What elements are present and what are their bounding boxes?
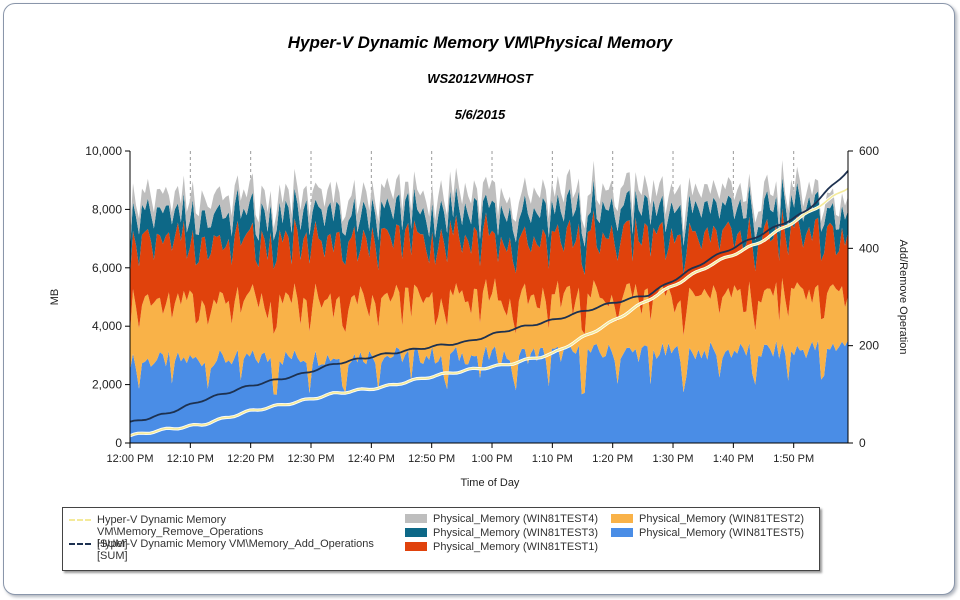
legend-item-remove-ops: Hyper-V Dynamic Memory VM\Memory_Remove_… <box>69 514 389 550</box>
area-series-3 <box>130 208 848 336</box>
legend-swatch-win81test5 <box>611 528 633 537</box>
legend-item-win81test5: Physical_Memory (WIN81TEST5) <box>611 527 804 539</box>
legend-swatch-win81test1 <box>405 542 427 551</box>
x-tick-label: 12:10 PM <box>167 453 214 465</box>
y-tick-label: 4,000 <box>92 319 122 333</box>
x-tick-label: 1:50 PM <box>773 453 814 465</box>
legend-label-remove: Hyper-V Dynamic Memory VM\Memory_Remove_… <box>97 514 264 538</box>
legend-item-win81test4: Physical_Memory (WIN81TEST4) <box>405 513 598 525</box>
x-tick-label: 1:20 PM <box>592 453 633 465</box>
y2-tick-label: 200 <box>859 339 879 353</box>
x-tick-label: 12:40 PM <box>348 453 395 465</box>
x-tick-label: 1:10 PM <box>532 453 573 465</box>
legend-item-win81test3: Physical_Memory (WIN81TEST3) <box>405 527 598 539</box>
x-tick-label: 1:30 PM <box>653 453 694 465</box>
x-tick-label: 12:30 PM <box>287 453 334 465</box>
operation-lines <box>129 170 849 438</box>
legend-line-remove <box>69 519 91 521</box>
x-axis-label: Time of Day <box>461 477 520 489</box>
legend-item-win81test1: Physical_Memory (WIN81TEST1) <box>405 541 598 553</box>
y2-tick-label: 400 <box>859 241 879 255</box>
area-series-5 <box>130 160 848 250</box>
legend-swatch-win81test4 <box>405 514 427 523</box>
legend-item-win81test2: Physical_Memory (WIN81TEST2) <box>611 513 804 525</box>
legend-swatch-win81test3 <box>405 528 427 537</box>
x-tick-label: 12:20 PM <box>227 453 274 465</box>
chart-subtitle: WS2012VMHOST <box>427 71 534 86</box>
y-tick-label: 2,000 <box>92 378 122 392</box>
legend-line-add <box>69 543 91 545</box>
chart-date: 5/6/2015 <box>455 107 506 122</box>
x-tick-label: 1:00 PM <box>472 453 513 465</box>
y-tick-label: 0 <box>115 436 122 450</box>
legend-label-win81test5: Physical_Memory (WIN81TEST5) <box>639 527 805 539</box>
chart-title: Hyper-V Dynamic Memory VM\Physical Memor… <box>288 33 674 52</box>
y-axis-label: MB <box>49 289 61 306</box>
legend-label-win81test3: Physical_Memory (WIN81TEST3) <box>433 527 599 539</box>
legend-label-win81test1: Physical_Memory (WIN81TEST1) <box>433 541 599 553</box>
y-tick-label: 8,000 <box>92 202 122 216</box>
y2-axis-label: Add/Remove Operation <box>897 240 909 355</box>
x-tick-label: 12:00 PM <box>106 453 153 465</box>
legend-label-remove-sum: [SUM] <box>97 538 128 550</box>
line-remove-operations <box>129 187 849 437</box>
area-series-1 <box>130 340 848 443</box>
axes: 0 2,000 4,000 6,000 8,000 10,000 0 200 400 600 12:… <box>85 144 879 465</box>
legend: Hyper-V Dynamic Memory VM\Memory_Remove_… <box>62 507 820 571</box>
legend-label-add: Hyper-V Dynamic Memory VM\Memory_Add_Ope… <box>97 538 374 550</box>
y-tick-label: 10,000 <box>85 144 122 158</box>
x-tick-label: 12:50 PM <box>408 453 455 465</box>
y2-tick-label: 600 <box>859 144 879 158</box>
x-tick-label: 1:40 PM <box>713 453 754 465</box>
stacked-areas <box>130 160 848 443</box>
legend-label-win81test4: Physical_Memory (WIN81TEST4) <box>433 513 599 525</box>
legend-swatch-win81test2 <box>611 514 633 523</box>
area-series-4 <box>130 177 848 278</box>
legend-item-add-ops: Hyper-V Dynamic Memory VM\Memory_Add_Ope… <box>69 538 389 562</box>
line-add-operations <box>129 170 849 423</box>
area-series-2 <box>130 278 848 395</box>
y-tick-label: 6,000 <box>92 261 122 275</box>
y2-tick-label: 0 <box>859 436 866 450</box>
legend-label-win81test2: Physical_Memory (WIN81TEST2) <box>639 513 805 525</box>
legend-label-add-sum: [SUM] <box>97 550 128 562</box>
